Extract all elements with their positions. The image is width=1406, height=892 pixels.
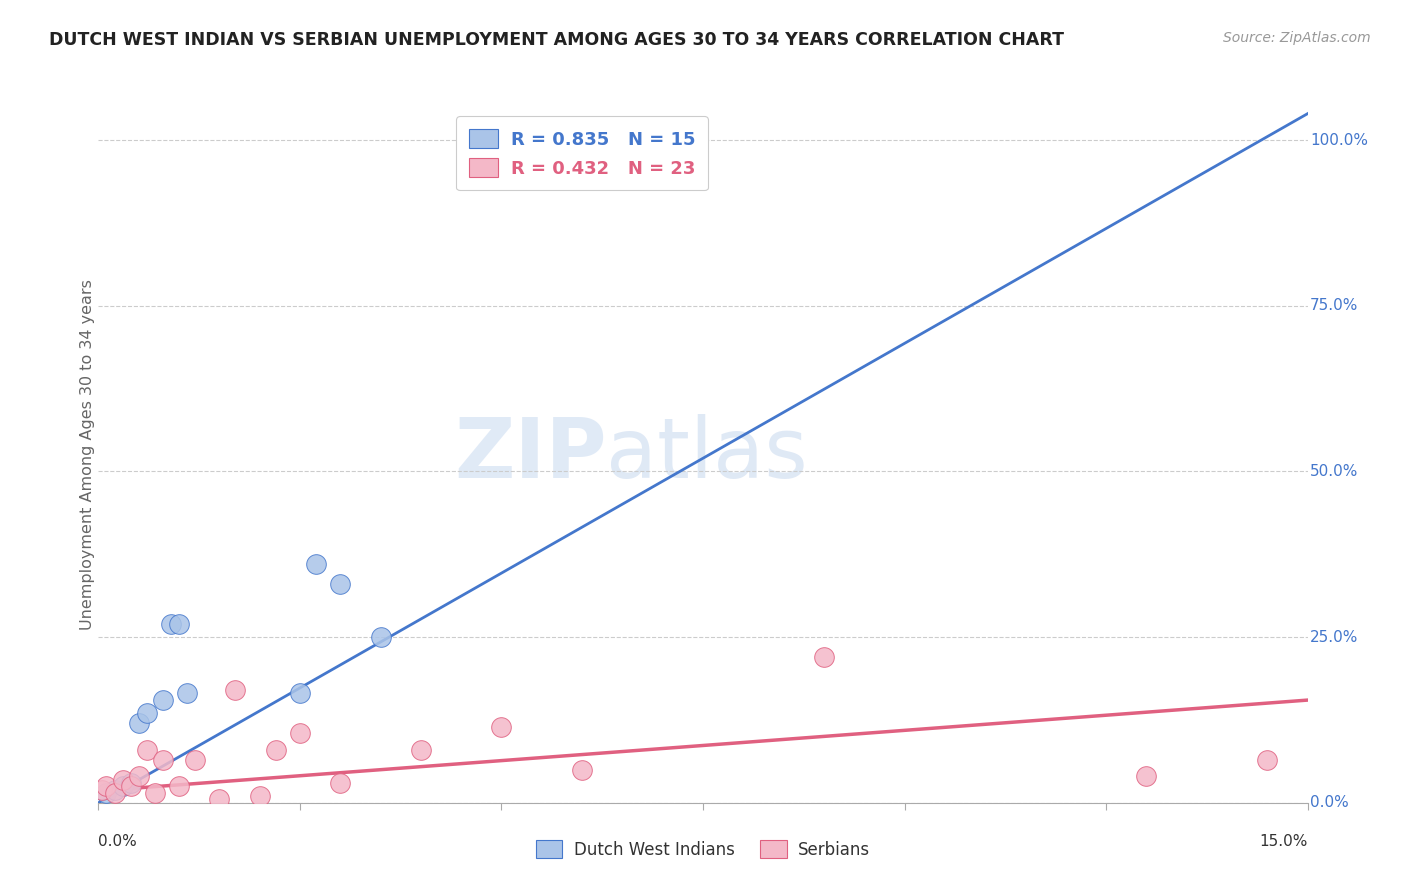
Point bbox=[135, 706, 157, 721]
Point bbox=[1256, 753, 1278, 767]
Text: ZIP: ZIP bbox=[454, 415, 606, 495]
Point bbox=[571, 763, 593, 777]
Point bbox=[409, 743, 432, 757]
Y-axis label: Unemployment Among Ages 30 to 34 years: Unemployment Among Ages 30 to 34 years bbox=[80, 279, 94, 631]
Point bbox=[571, 133, 593, 147]
Point bbox=[288, 686, 311, 700]
Point bbox=[370, 630, 392, 644]
Point bbox=[143, 786, 166, 800]
Point bbox=[128, 769, 150, 783]
Point bbox=[103, 782, 125, 797]
Text: 100.0%: 100.0% bbox=[1310, 133, 1368, 148]
Point bbox=[111, 772, 134, 787]
Point bbox=[176, 686, 198, 700]
Text: 0.0%: 0.0% bbox=[1310, 796, 1348, 810]
Point bbox=[264, 743, 287, 757]
Point bbox=[329, 776, 352, 790]
Text: Source: ZipAtlas.com: Source: ZipAtlas.com bbox=[1223, 31, 1371, 45]
Point bbox=[152, 693, 174, 707]
Point bbox=[91, 782, 114, 797]
Point bbox=[208, 792, 231, 806]
Point bbox=[813, 650, 835, 665]
Legend: Dutch West Indians, Serbians: Dutch West Indians, Serbians bbox=[524, 829, 882, 871]
Text: 15.0%: 15.0% bbox=[1260, 834, 1308, 849]
Point bbox=[96, 779, 118, 793]
Point bbox=[152, 753, 174, 767]
Point bbox=[167, 616, 190, 631]
Text: 50.0%: 50.0% bbox=[1310, 464, 1358, 479]
Point bbox=[288, 726, 311, 740]
Point bbox=[329, 577, 352, 591]
Point bbox=[305, 558, 328, 572]
Point bbox=[491, 720, 513, 734]
Text: atlas: atlas bbox=[606, 415, 808, 495]
Point bbox=[249, 789, 271, 804]
Point bbox=[103, 786, 125, 800]
Point bbox=[160, 616, 183, 631]
Legend: R = 0.835   N = 15, R = 0.432   N = 23: R = 0.835 N = 15, R = 0.432 N = 23 bbox=[457, 116, 707, 190]
Text: 25.0%: 25.0% bbox=[1310, 630, 1358, 645]
Text: 0.0%: 0.0% bbox=[98, 834, 138, 849]
Point bbox=[224, 683, 246, 698]
Point bbox=[1135, 769, 1157, 783]
Text: DUTCH WEST INDIAN VS SERBIAN UNEMPLOYMENT AMONG AGES 30 TO 34 YEARS CORRELATION : DUTCH WEST INDIAN VS SERBIAN UNEMPLOYMEN… bbox=[49, 31, 1064, 49]
Point bbox=[128, 716, 150, 731]
Point bbox=[184, 753, 207, 767]
Point bbox=[96, 786, 118, 800]
Point bbox=[120, 776, 142, 790]
Point bbox=[111, 779, 134, 793]
Point bbox=[135, 743, 157, 757]
Point bbox=[167, 779, 190, 793]
Point bbox=[120, 779, 142, 793]
Text: 75.0%: 75.0% bbox=[1310, 298, 1358, 313]
